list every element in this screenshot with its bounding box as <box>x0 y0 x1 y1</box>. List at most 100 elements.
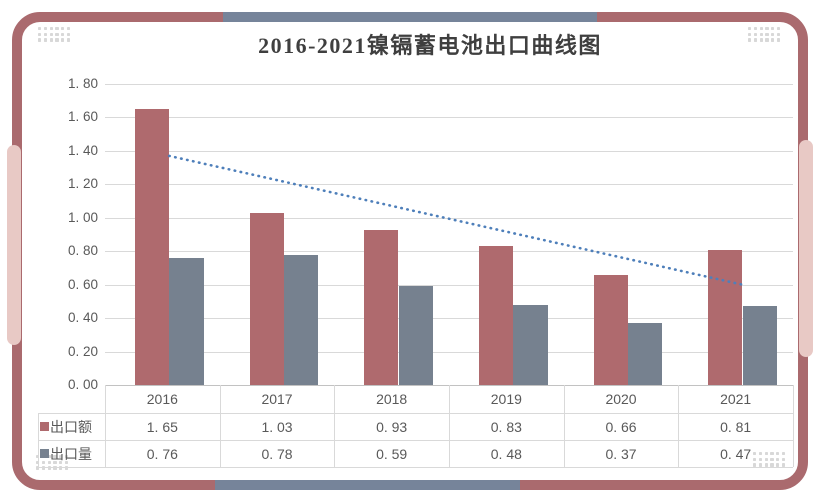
ornament-dot <box>61 32 65 36</box>
table-value-出口量-2019: 0. 48 <box>490 446 522 462</box>
left-accent-segment <box>7 145 21 345</box>
ornament-dot <box>38 27 42 31</box>
ornament-dot <box>776 463 780 467</box>
ornament-dot <box>764 452 768 456</box>
table-vertical-line <box>563 385 565 467</box>
bar-出口额-2016 <box>134 109 170 385</box>
bar-出口量-2017 <box>283 254 319 385</box>
ornament-dot <box>36 466 40 470</box>
ornament-dot <box>753 32 757 36</box>
right-accent-segment <box>799 140 813 357</box>
x-axis-category-label: 2019 <box>490 391 522 407</box>
ornament-dot <box>748 38 752 42</box>
legend-swatch-出口量 <box>40 449 49 458</box>
table-value-出口量-2018: 0. 59 <box>376 446 408 462</box>
dots-ornament-top-left <box>38 27 71 42</box>
ornament-dot <box>753 27 757 31</box>
ornament-dot <box>770 463 774 467</box>
ornament-dot <box>36 455 40 459</box>
table-vertical-line <box>105 385 106 467</box>
ornament-dot <box>758 452 762 456</box>
ornament-dot <box>776 27 781 31</box>
table-value-出口额-2016: 1. 65 <box>146 419 178 435</box>
ornament-dot <box>49 27 53 31</box>
ornament-dot <box>53 455 57 459</box>
table-value-出口量-2020: 0. 37 <box>605 446 637 462</box>
bar-出口量-2020 <box>627 323 663 385</box>
bar-出口量-2018 <box>398 286 433 385</box>
table-value-出口量-2016: 0. 76 <box>146 446 178 462</box>
bar-出口量-2016 <box>169 257 204 385</box>
legend-swatch-出口额 <box>40 422 49 431</box>
ornament-dot <box>753 463 757 467</box>
ornament-dot <box>781 452 786 456</box>
ornament-dot <box>759 27 763 31</box>
ornament-dot <box>49 32 53 36</box>
bottom-accent-segment <box>215 480 520 490</box>
y-axis-tick-label: 1. 00 <box>67 209 98 225</box>
table-value-出口额-2017: 1. 03 <box>261 419 293 435</box>
bar-出口额-2020 <box>593 274 628 385</box>
table-value-出口额-2020: 0. 66 <box>605 419 637 435</box>
table-vertical-line <box>449 385 450 467</box>
dots-ornament-top-right <box>748 27 781 42</box>
table-vertical-line <box>793 385 794 467</box>
ornament-dot <box>55 27 59 31</box>
table-value-出口量-2021: 0. 47 <box>720 446 752 462</box>
ornament-dot <box>781 463 786 467</box>
ornament-dot <box>753 452 757 456</box>
ornament-dot <box>55 38 59 42</box>
ornament-dot <box>43 38 47 42</box>
ornament-dot <box>38 32 42 36</box>
ornament-dot <box>66 32 71 36</box>
table-vertical-line <box>219 385 221 467</box>
ornament-dot <box>771 32 775 36</box>
ornament-dot <box>758 457 762 461</box>
ornament-dot <box>43 27 47 31</box>
ornament-dot <box>36 460 40 464</box>
ornament-dot <box>764 457 768 461</box>
y-axis-tick-label: 1. 80 <box>67 76 98 91</box>
ornament-dot <box>764 463 768 467</box>
y-axis-tick-label: 0. 40 <box>67 310 98 326</box>
gridline <box>105 351 793 353</box>
y-axis-tick-label: 0. 60 <box>67 276 98 292</box>
table-value-出口额-2019: 0. 83 <box>490 419 522 435</box>
legend-item-出口量: 出口量 <box>40 440 105 467</box>
ornament-dot <box>49 38 53 42</box>
x-axis-category-label: 2017 <box>261 391 293 407</box>
ornament-dot <box>770 457 774 461</box>
ornament-dot <box>759 38 763 42</box>
bar-出口量-2019 <box>513 304 548 385</box>
ornament-dot <box>758 463 762 467</box>
y-axis-tick-label: 0. 00 <box>67 377 98 392</box>
legend-series-name: 出口额 <box>50 418 92 435</box>
chart-title: 2016-2021镍镉蓄电池出口曲线图 <box>258 33 602 58</box>
x-axis-category-label: 2021 <box>720 391 752 407</box>
ornament-dot <box>776 38 781 42</box>
bar-出口额-2017 <box>249 212 284 385</box>
ornament-dot <box>781 457 786 461</box>
top-accent-segment <box>223 12 597 22</box>
ornament-dot <box>776 457 780 461</box>
ornament-dot <box>759 32 763 36</box>
ornament-dot <box>771 38 775 42</box>
y-axis-tick-label: 0. 20 <box>67 343 98 359</box>
ornament-dot <box>38 38 42 42</box>
y-axis-tick-label: 1. 40 <box>67 142 98 158</box>
table-horizontal-line <box>38 413 793 414</box>
ornament-dot <box>53 460 57 464</box>
x-axis-category-label: 2020 <box>605 391 637 407</box>
ornament-dot <box>765 32 769 36</box>
gridline <box>105 184 793 186</box>
ornament-dot <box>47 455 51 459</box>
y-axis-tick-label: 0. 80 <box>67 243 98 259</box>
table-vertical-line <box>334 385 336 467</box>
table-value-出口额-2021: 0. 81 <box>720 419 752 435</box>
ornament-dot <box>776 32 781 36</box>
ornament-dot <box>765 38 769 42</box>
ornament-dot <box>64 460 69 464</box>
ornament-dot <box>61 27 65 31</box>
gridline <box>105 150 793 152</box>
